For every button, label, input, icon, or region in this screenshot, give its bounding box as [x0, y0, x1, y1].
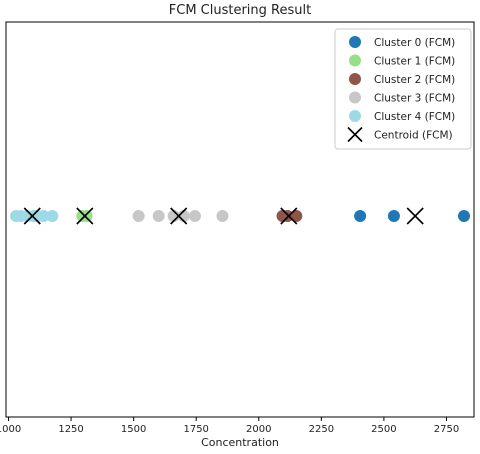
chart-title: FCM Clustering Result: [169, 3, 311, 18]
x-tick-label: 1750: [183, 424, 208, 435]
legend-entry: Cluster 2 (FCM): [349, 73, 455, 86]
data-point: [80, 210, 93, 222]
x-tick-label: 2250: [309, 424, 334, 435]
data-point: [457, 210, 470, 222]
legend: Cluster 0 (FCM) Cluster 1 (FCM) Cluster 2 …: [334, 28, 472, 150]
legend-label: Cluster 4 (FCM): [374, 111, 455, 123]
legend-label: Cluster 0 (FCM): [374, 37, 455, 49]
centroid-marker: [406, 207, 424, 225]
legend-entry: Cluster 4 (FCM): [349, 110, 455, 123]
x-axis-label: Concentration: [201, 436, 279, 449]
centroid-marker: [76, 207, 94, 225]
legend-box: [334, 28, 472, 150]
data-point: [132, 210, 145, 222]
plot-frame: [5, 21, 475, 418]
centroid-marker: [23, 207, 41, 225]
data-point: [46, 210, 59, 222]
data-point: [281, 210, 294, 222]
centroid-marker: [280, 207, 298, 225]
data-point: [152, 210, 165, 222]
legend-label: Centroid (FCM): [374, 130, 453, 142]
centroid-marker: [170, 207, 188, 225]
data-point: [354, 210, 367, 222]
x-tick-label: 2500: [371, 424, 396, 435]
x-tick-label: 1250: [58, 424, 83, 435]
x-tick-label: 2750: [434, 424, 459, 435]
x-tick-label: 1000: [0, 424, 21, 435]
legend-entry: Cluster 1 (FCM): [349, 54, 455, 68]
data-point: [387, 210, 400, 222]
data-point: [216, 210, 229, 222]
data-points: [10, 207, 470, 225]
data-point: [290, 210, 303, 222]
legend-label: Cluster 1 (FCM): [374, 56, 455, 68]
legend-label: Cluster 3 (FCM): [374, 93, 455, 105]
x-axis-ticks: 1000 1250 1500 1750 2000 2250 2500 2750: [0, 417, 459, 435]
legend-entry: Cluster 3 (FCM): [349, 91, 455, 105]
data-point: [188, 210, 201, 222]
legend-entry: Centroid (FCM): [347, 126, 453, 143]
x-tick-label: 2000: [246, 424, 271, 435]
x-tick-label: 1500: [121, 424, 146, 435]
data-point: [37, 210, 50, 222]
legend-label: Cluster 2 (FCM): [374, 74, 455, 86]
legend-entry: Cluster 0 (FCM): [349, 36, 455, 49]
